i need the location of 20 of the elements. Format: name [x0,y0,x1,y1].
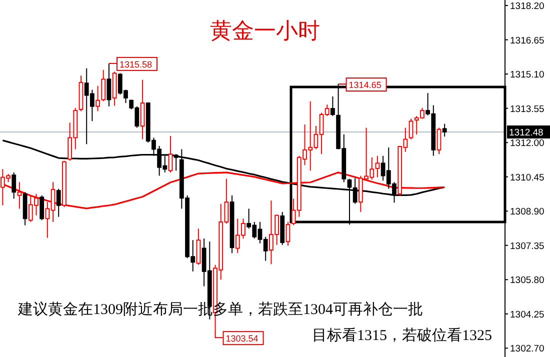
y-tick-label: 1316.65 [510,35,544,46]
y-tick-label: 1312.00 [510,138,544,150]
annotation: 1303.54 [214,329,264,346]
y-tick-label: 1305.80 [510,275,544,286]
annotation: 目标看1315，若破位看1325 [312,327,492,344]
y-tick-label: 1307.35 [510,240,544,252]
y-tick-label: 1302.70 [510,344,544,355]
ref-line-label: 1312.48 [509,127,544,138]
y-tick-label: 1318.20 [510,1,544,12]
annotation: 1315.58 [119,59,152,70]
annotation: 1314.65 [348,80,382,90]
annotation: 1315.58 [108,56,158,71]
y-tick-label: 1310.45 [510,172,544,184]
annotation: 1314.65 [338,78,387,92]
annotation: 1303.54 [226,334,258,344]
y-tick-label: 1304.25 [510,309,544,320]
text: 黄金一小时 [210,18,320,43]
y-tick-label: 1308.90 [510,206,544,218]
y-tick-label: 1315.10 [510,70,544,81]
y-tick-label: 1313.55 [510,104,544,115]
